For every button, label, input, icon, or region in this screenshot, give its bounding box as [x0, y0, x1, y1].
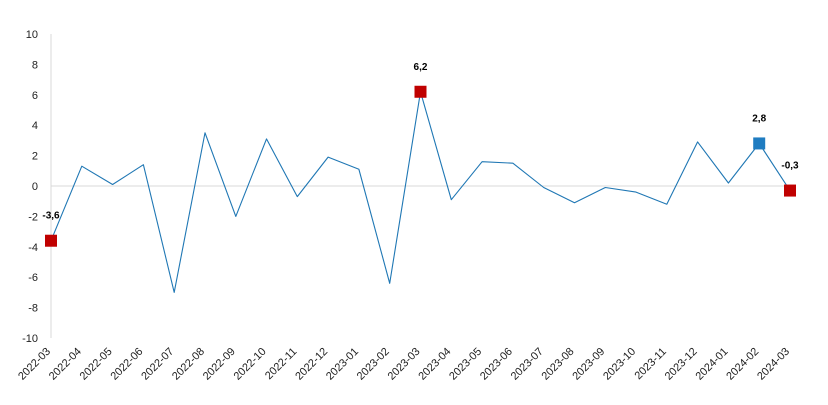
highlight-markers — [45, 85, 796, 247]
x-tick-label: 2022-05 — [78, 346, 115, 383]
x-tick-label: 2023-02 — [355, 346, 392, 383]
highlight-marker — [753, 137, 766, 150]
x-tick-label: 2024-03 — [755, 346, 792, 383]
x-tick-label: 2023-01 — [324, 346, 361, 383]
y-tick-label: 8 — [32, 59, 38, 71]
x-tick-label: 2023-04 — [416, 346, 453, 383]
x-tick-label: 2022-11 — [263, 346, 299, 382]
x-tick-label: 2022-08 — [170, 346, 207, 383]
highlight-marker — [45, 234, 57, 247]
y-tick-label: -10 — [22, 333, 38, 345]
y-axis: -10 -8 -6 -4 -2 0 2 4 6 8 10 — [22, 29, 796, 345]
data-labels: -3,6 6,2 2,8 -0,3 — [42, 62, 799, 222]
x-tick-label: 2022-03 — [16, 346, 53, 383]
y-tick-label: 6 — [32, 90, 38, 102]
data-label: -3,6 — [42, 211, 60, 222]
x-tick-label: 2023-09 — [570, 346, 607, 383]
x-tick-label: 2023-10 — [601, 346, 638, 383]
x-tick-label: 2023-11 — [632, 346, 668, 382]
x-tick-label: 2022-09 — [201, 346, 238, 383]
series-area — [50, 91, 791, 293]
data-label: 2,8 — [752, 113, 766, 124]
highlight-marker — [414, 85, 427, 98]
x-tick-label: 2022-10 — [232, 346, 269, 383]
x-tick-label: 2022-12 — [293, 346, 330, 383]
x-tick-label: 2022-04 — [47, 346, 84, 383]
y-tick-label: -2 — [28, 211, 38, 223]
x-tick-label: 2023-07 — [509, 346, 546, 383]
x-tick-label: 2023-03 — [386, 346, 423, 383]
x-tick-label: 2024-02 — [724, 346, 761, 383]
x-tick-label: 2024-01 — [694, 346, 731, 383]
data-label: 6,2 — [414, 62, 428, 73]
y-tick-label: -6 — [28, 272, 38, 284]
x-tick-label: 2023-06 — [478, 346, 515, 383]
y-tick-label: 2 — [32, 151, 38, 163]
y-tick-label: 4 — [32, 120, 38, 132]
x-axis: 2022-032022-042022-052022-062022-072022-… — [16, 346, 792, 383]
data-label: -0,3 — [781, 161, 799, 172]
y-tick-label: 0 — [32, 181, 38, 193]
series-line — [50, 91, 791, 293]
x-tick-label: 2022-06 — [108, 346, 145, 383]
x-tick-label: 2023-12 — [663, 346, 700, 383]
y-tick-label: -8 — [28, 303, 38, 315]
y-tick-label: 10 — [26, 29, 38, 41]
y-tick-label: -4 — [28, 242, 38, 254]
x-tick-label: 2023-08 — [540, 346, 577, 383]
x-tick-label: 2023-05 — [447, 346, 484, 383]
x-tick-label: 2022-07 — [139, 346, 176, 383]
highlight-marker — [784, 184, 796, 197]
